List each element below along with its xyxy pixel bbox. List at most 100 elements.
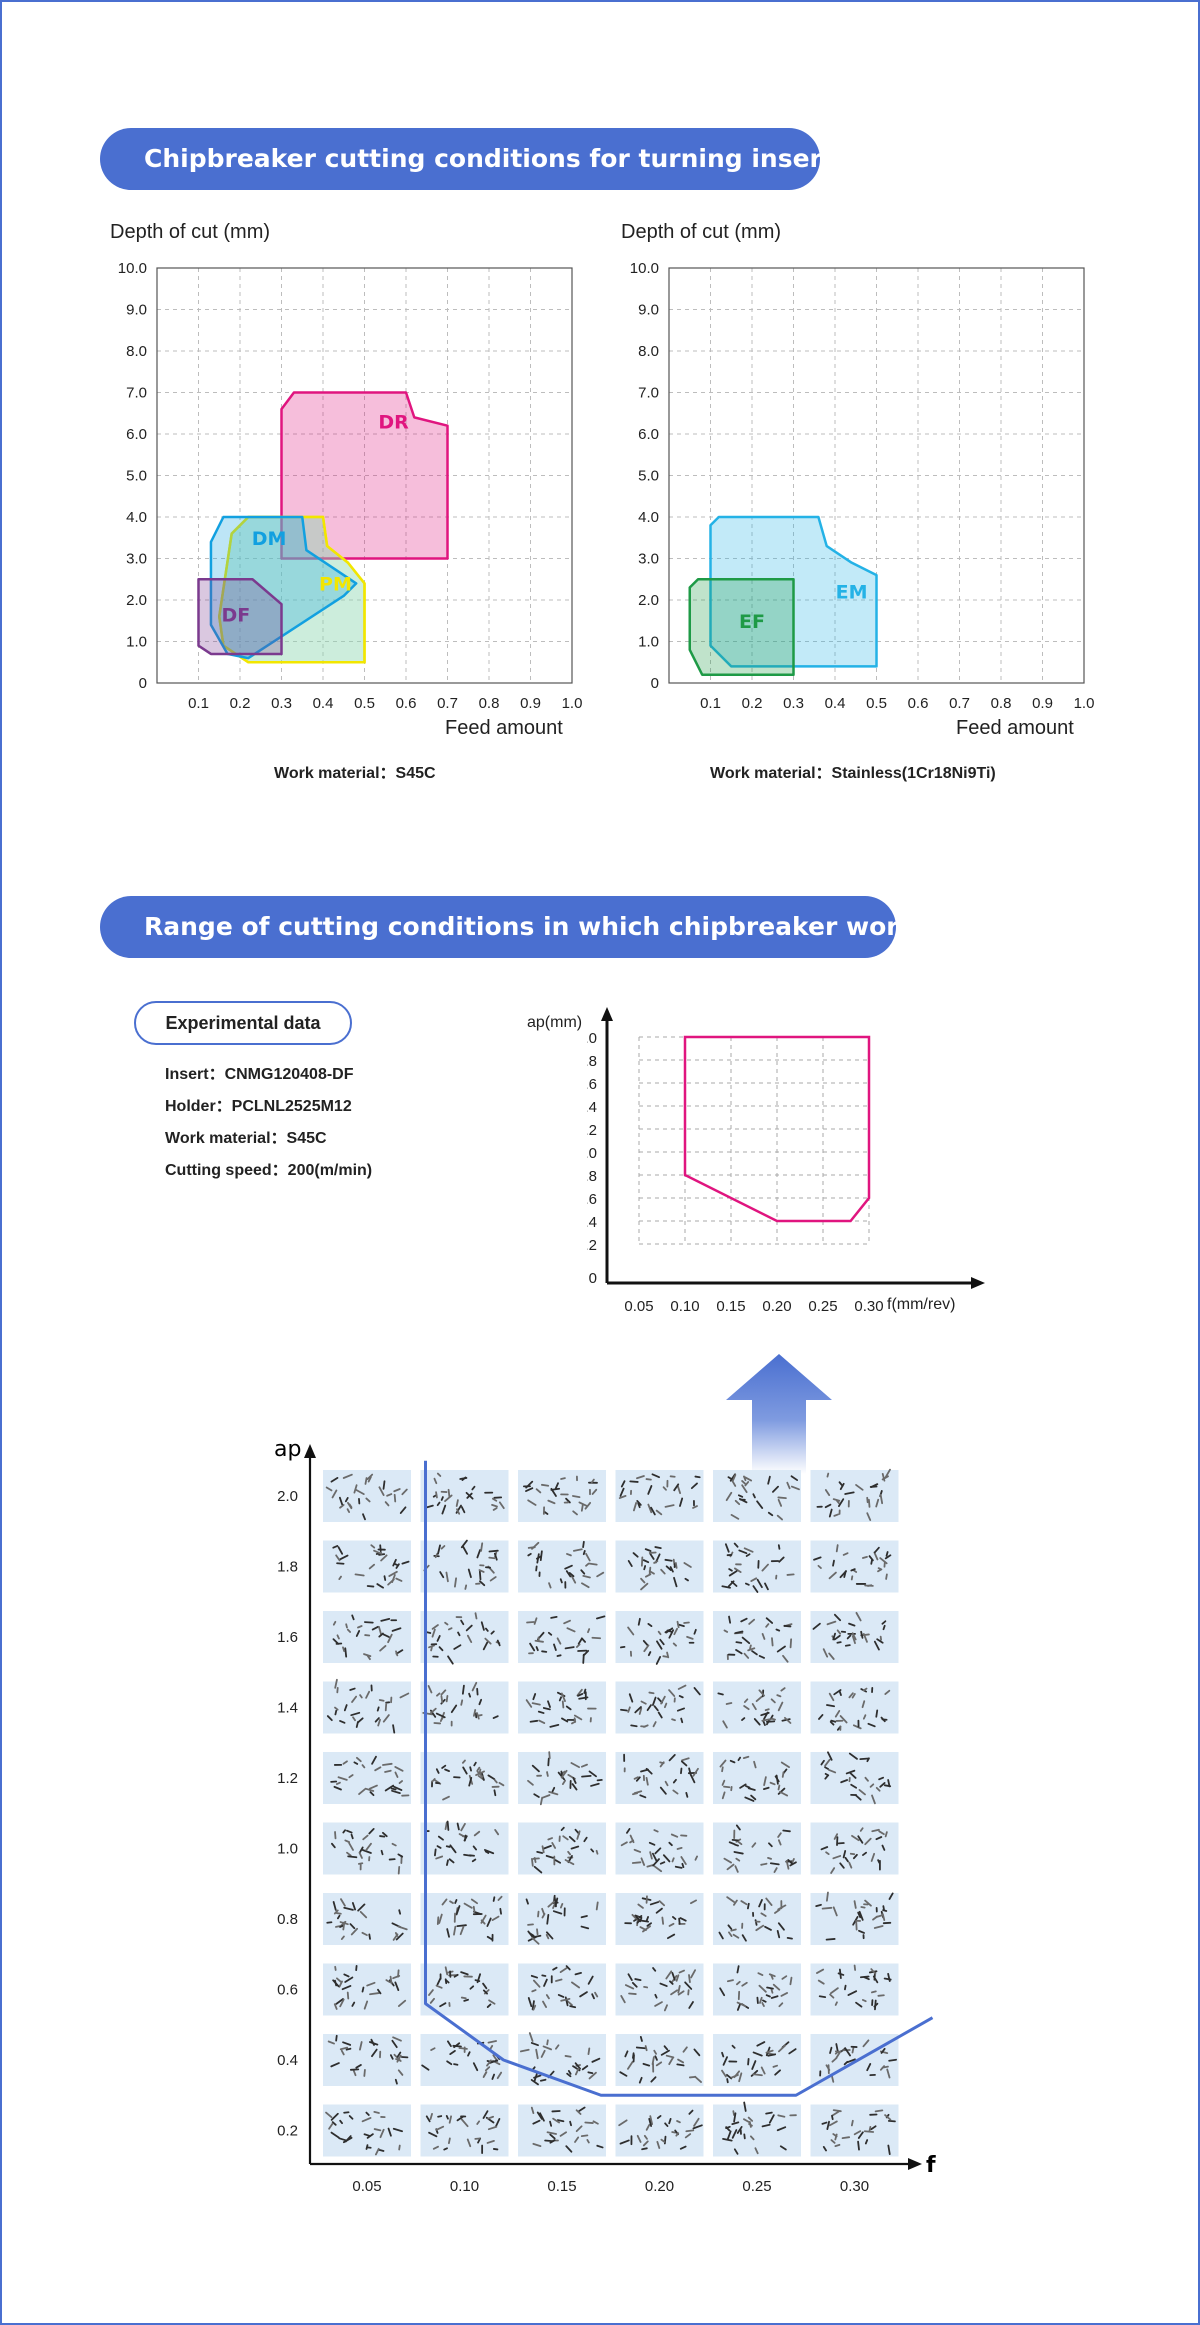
condition-work-material: Work material：S45C: [165, 1130, 327, 1147]
chip-photo-cell: [713, 1822, 801, 1875]
right-chart-x-tick-label: 0.4: [825, 695, 846, 710]
grid-y-tick-label: 1.0: [277, 1841, 298, 1858]
chip-photo-cell: [323, 2034, 411, 2086]
left-chart-plot-frame: [156, 267, 573, 684]
left-chart-y-tick-label: 9.0: [126, 302, 147, 319]
right-chart-x-tick-label: 0.3: [783, 695, 804, 710]
range-y-tick-label: 1.2: [587, 1122, 597, 1139]
chip-photo-cell: [518, 1751, 606, 1806]
chip-photo-cell: [615, 2104, 704, 2157]
left-chart-x-tick-label: 0.6: [396, 695, 417, 710]
right-chart-y-tick-label: 1.0: [638, 634, 659, 651]
chip-photo-cell: [420, 1681, 509, 1734]
right-chart-xlabel: Feed amount: [956, 717, 1074, 739]
right-chart-y-tick-label: 8.0: [638, 343, 659, 360]
section1-title-banner: Chipbreaker cutting conditions for turni…: [100, 128, 849, 190]
left-chart-x-tick-label: 0.2: [230, 695, 251, 710]
chip-photo-cell: [713, 1611, 801, 1663]
left-chart-y-tick-label: 5.0: [126, 468, 147, 485]
grid-x-tick-label: 0.30: [840, 2178, 869, 2195]
grid-y-tick-label: 2.0: [277, 1488, 298, 1505]
right-chart-label-ef: EF: [739, 611, 765, 633]
chip-photo-cell: [518, 1893, 606, 1945]
left-chart-y-tick-label: 2.0: [126, 592, 147, 609]
range-x-tick-label: 0.15: [716, 1298, 745, 1315]
left-chart-label-dr: DR: [378, 412, 409, 434]
grid-y-tick-label: 0.6: [277, 1982, 298, 1999]
chip-photo-cell: [810, 1891, 899, 1945]
left-chart-x-tick-label: 0.5: [354, 695, 375, 710]
chip-photo-cell: [420, 2034, 509, 2086]
chip-photo-cell: [420, 1893, 509, 1945]
grid-x-tick-label: 0.25: [742, 2178, 771, 2195]
right-chart-caption: Work material：Stainless(1Cr18Ni9Ti): [710, 765, 996, 782]
range-y-tick-label: 2.0: [587, 1030, 597, 1047]
range-y-tick-label: 0: [589, 1270, 597, 1287]
right-chart-x-tick-label: 0.9: [1032, 695, 1053, 710]
right-chart-x-tick-label: 0.1: [700, 695, 721, 710]
chip-photo-cell: [518, 1611, 606, 1664]
left-chart-x-tick-label: 0.8: [479, 695, 500, 710]
left-chart-x-tick-label: 0.9: [520, 695, 541, 710]
chip-photo-cell: [323, 1678, 411, 1734]
range-y-axis-arrow-icon: [601, 1007, 613, 1021]
chip-photo-cell: [420, 1752, 509, 1804]
condition-holder: Holder：PCLNL2525M12: [165, 1098, 352, 1115]
chip-photo-cell: [615, 1470, 704, 1522]
grid-y-tick-label: 0.8: [277, 1911, 298, 1928]
right-chart-plot-frame: [668, 267, 1085, 684]
chip-photo-cell: [518, 1540, 606, 1593]
left-chart-region-df: [197, 578, 283, 656]
grid-x-tick-label: 0.10: [450, 2178, 479, 2195]
left-chart-x-tick-label: 0.7: [437, 695, 458, 710]
chip-photo-cell: [810, 1468, 899, 1522]
chip-photo-cell: [713, 2034, 801, 2086]
chip-photo-cell: [323, 1752, 411, 1804]
left-chart-y-tick-label: 8.0: [126, 343, 147, 360]
chip-photo-cell: [615, 1963, 704, 2016]
chip-photo-cell: [615, 1752, 704, 1804]
range-y-tick-label: 0.2: [587, 1237, 597, 1254]
chip-photo-cell: [518, 1822, 606, 1875]
right-chart-y-tick-label: 3.0: [638, 551, 659, 568]
left-chart-y-tick-label: 10.0: [118, 260, 147, 277]
chip-photo-cell: [420, 1470, 509, 1522]
range-x-tick-label: 0.05: [624, 1298, 653, 1315]
chip-photo-cell: [323, 2104, 411, 2157]
right-chart-region-ef: [688, 578, 795, 676]
left-chipbreaker-chart: 0 1.0 2.0 3.0 4.0 5.0 6.0 7.0 8.0 9.0 10.0 0.1 0.2 0.…: [118, 260, 582, 710]
left-chart-x-tick-label: 0.3: [271, 695, 292, 710]
chip-photo-cell: [713, 2101, 801, 2157]
grid-x-tick-label: 0.20: [645, 2178, 674, 2195]
right-chart-x-tick-label: 0.8: [991, 695, 1012, 710]
chip-photo-cell: [713, 1470, 801, 1522]
chip-photo-cell: [810, 1963, 899, 2016]
grid-y-tick-label: 1.8: [277, 1559, 298, 1576]
range-y-tick-label: 1.8: [587, 1053, 597, 1070]
chip-photo-cell: [713, 1893, 801, 1945]
right-chart-x-tick-label: 0.7: [949, 695, 970, 710]
right-chart-y-tick-label: 5.0: [638, 468, 659, 485]
left-chart-xlabel: Feed amount: [445, 717, 563, 739]
left-chart-y-tick-label: 7.0: [126, 385, 147, 402]
left-chart-label-df: DF: [221, 605, 250, 627]
experimental-data-label: Experimental data: [134, 1001, 352, 1045]
right-chart-y-tick-label: 0: [651, 675, 659, 692]
chip-photo-cell: [323, 1540, 411, 1593]
left-chart-caption: Work material：S45C: [274, 765, 436, 782]
right-chart-y-tick-label: 7.0: [638, 385, 659, 402]
range-y-tick-label: 0.6: [587, 1191, 597, 1208]
left-chart-label-dm: DM: [252, 528, 287, 550]
chip-photo-cell: [615, 1893, 704, 1945]
chip-photo-cell: [810, 2104, 899, 2157]
grid-xlabel: f: [926, 2153, 936, 2178]
chip-photo-cell: [810, 1751, 899, 1805]
left-chart-y-tick-label: 6.0: [126, 426, 147, 443]
range-region-outline: [683, 1035, 871, 1223]
chip-photo-cell: [323, 1893, 411, 1945]
chip-photo-cell: [713, 1752, 801, 1804]
chip-photo-cell: [518, 2032, 606, 2086]
grid-y-tick-label: 1.6: [277, 1629, 298, 1646]
experimental-conditions: Insert：CNMG120408-DF Holder：PCLNL2525M12…: [165, 1059, 372, 1187]
chip-photo-cell: [810, 1611, 899, 1663]
